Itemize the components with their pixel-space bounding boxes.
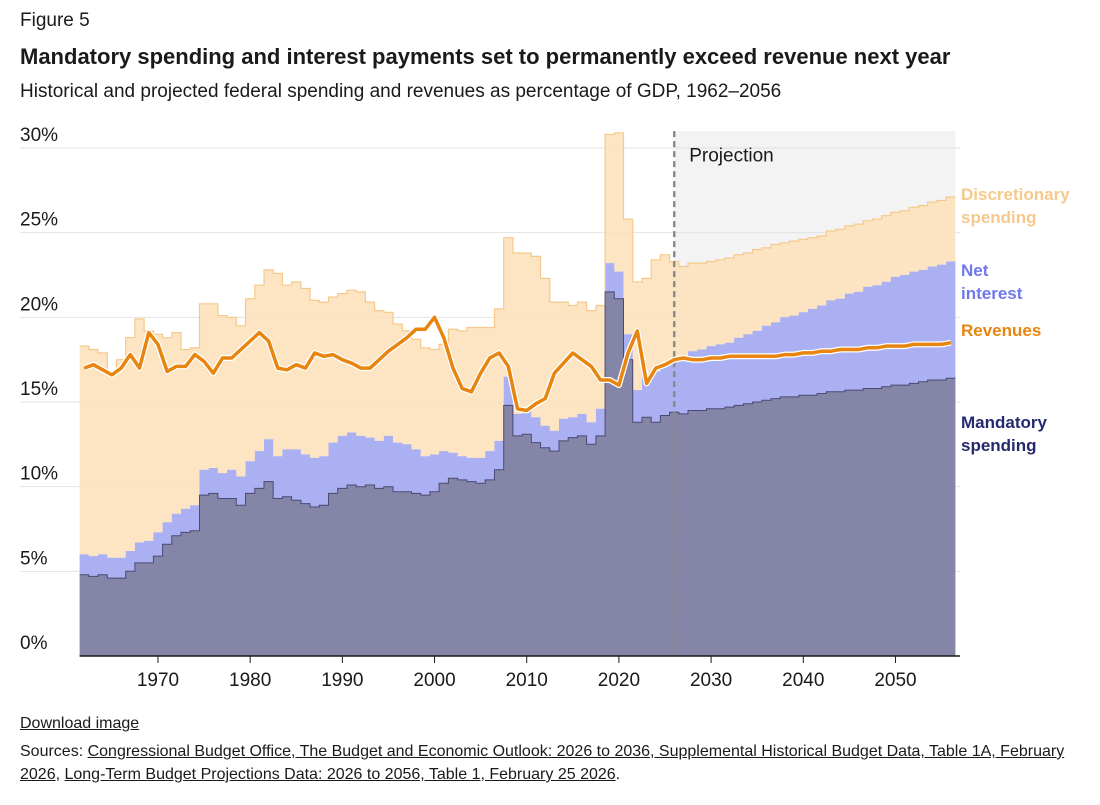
- x-tick-label: 2030: [690, 670, 732, 691]
- y-tick-label: 10%: [20, 464, 58, 485]
- chart: 0% 5% 10% 15% 20% 25% 30% 1970 1980 1990 2000 2010 2…: [20, 125, 1070, 691]
- edge-mandatory-spending: [79, 291, 956, 579]
- x-tick-label: 1990: [321, 670, 363, 691]
- sources-separator: ,: [55, 766, 65, 783]
- area-mandatory-spending: [79, 291, 956, 656]
- x-tick-label: 1970: [137, 670, 179, 691]
- x-tick-label: 2000: [413, 670, 455, 691]
- x-tick-label: 1980: [229, 670, 271, 691]
- sources-suffix: .: [615, 766, 621, 783]
- y-tick-label: 15%: [20, 379, 58, 400]
- series-label-discretionary-spending: Discretionary spending: [961, 185, 1070, 227]
- sources-prefix: Sources:: [20, 743, 88, 760]
- x-tick-label: 2040: [782, 670, 824, 691]
- chart-subtitle: Historical and projected federal spendin…: [20, 81, 782, 102]
- area-net-interest: [79, 261, 956, 579]
- y-tick-label: 30%: [20, 125, 58, 146]
- x-tick-label: 2050: [874, 670, 916, 691]
- x-tick-label: 2010: [506, 670, 548, 691]
- edge-discretionary-spending: [79, 132, 956, 373]
- area-discretionary-spending: [79, 132, 956, 558]
- projection-label: Projection: [689, 146, 774, 167]
- figure-label: Figure 5: [20, 10, 90, 31]
- download-image-link[interactable]: Download image: [20, 715, 140, 732]
- x-tick-label: 2020: [598, 670, 640, 691]
- series-label-net-interest: Net interest: [961, 261, 1023, 303]
- source-link-budget-outlook[interactable]: Congressional Budget Office, The Budget …: [20, 743, 1065, 783]
- revenues-line: [83, 315, 952, 413]
- source-link-long-term-projections[interactable]: Long-Term Budget Projections Data: 2026 …: [64, 766, 616, 783]
- y-tick-label: 5%: [20, 548, 48, 569]
- series-label-revenues: Revenues: [961, 321, 1041, 340]
- chart-title: Mandatory spending and interest payments…: [20, 44, 951, 69]
- sources-note: Sources: Congressional Budget Office, Th…: [20, 740, 1080, 786]
- y-tick-label: 25%: [20, 210, 58, 231]
- y-tick-label: 0%: [20, 633, 48, 654]
- series-label-mandatory-spending: Mandatory spending: [961, 413, 1048, 455]
- y-tick-label: 20%: [20, 294, 58, 315]
